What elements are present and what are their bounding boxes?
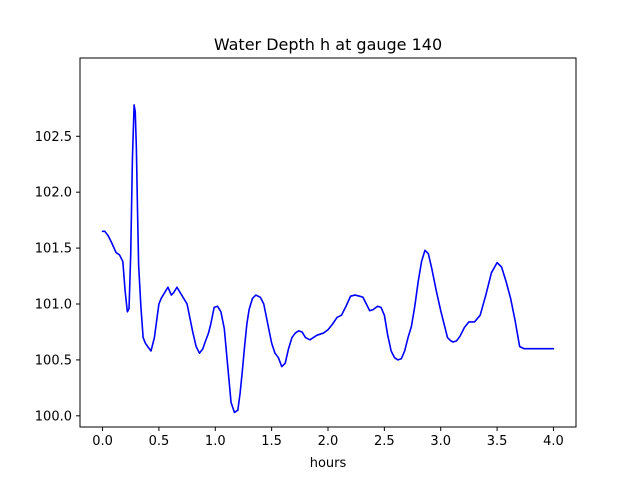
x-tick-label: 3.5 (487, 434, 508, 449)
x-tick-label: 2.0 (318, 434, 339, 449)
y-tick-label: 101.5 (35, 242, 72, 257)
y-tick-label: 100.0 (35, 409, 72, 424)
y-tick-label: 101.0 (35, 298, 72, 313)
y-tick-label: 102.5 (35, 130, 72, 145)
x-tick-label: 0.5 (149, 434, 170, 449)
x-axis: 0.0 0.5 1.0 1.5 2.0 2.5 3.0 3.5 4.0 (92, 427, 564, 449)
chart-title: Water Depth h at gauge 140 (214, 35, 442, 54)
x-tick-label: 0.0 (92, 434, 113, 449)
x-tick-label: 4.0 (543, 434, 564, 449)
x-axis-label: hours (310, 456, 347, 471)
y-tick-label: 102.0 (35, 186, 72, 201)
x-tick-label: 1.5 (261, 434, 282, 449)
y-tick-label: 100.5 (35, 353, 72, 368)
x-tick-label: 2.5 (374, 434, 395, 449)
series-line-0 (101, 104, 555, 414)
y-axis: 100.0 100.5 101.0 101.5 102.0 102.5 (35, 130, 80, 424)
plot-area (101, 104, 555, 414)
x-tick-label: 1.0 (205, 434, 226, 449)
x-tick-label: 3.0 (430, 434, 451, 449)
